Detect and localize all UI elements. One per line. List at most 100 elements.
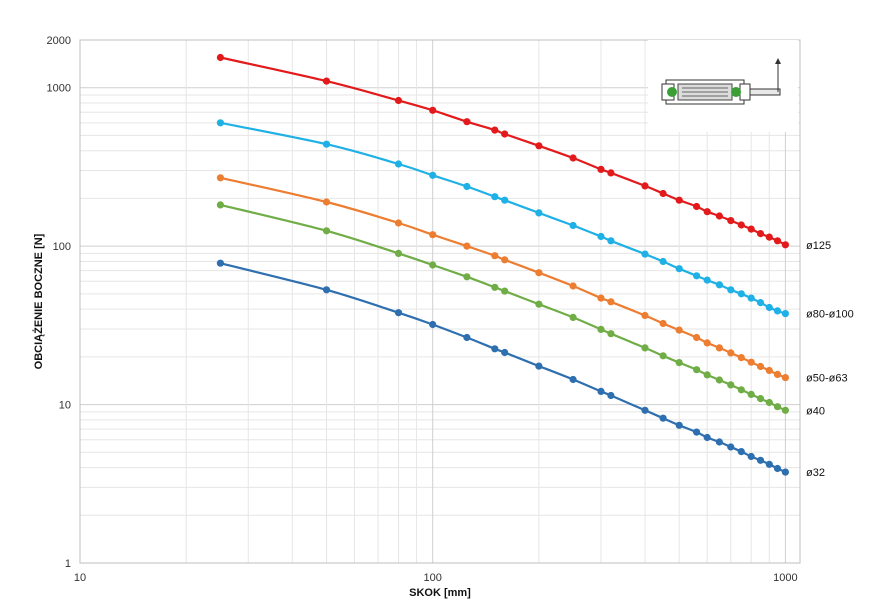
series-4 <box>216 259 790 476</box>
data-point <box>463 118 471 126</box>
data-point <box>501 348 509 357</box>
data-point <box>491 283 499 291</box>
data-point <box>781 468 790 476</box>
data-point <box>727 217 735 225</box>
data-point <box>597 232 605 241</box>
data-point <box>216 53 224 62</box>
data-point <box>322 140 331 148</box>
data-point <box>216 174 224 182</box>
y-tick-label: 10 <box>59 400 71 412</box>
data-point <box>569 375 577 384</box>
label-layer: ø125 ø80-ø100 ø50-ø63 ø40 ø32 <box>806 240 854 479</box>
x-tick-label: 100 <box>424 572 442 584</box>
data-point <box>394 249 403 257</box>
data-point <box>535 209 543 217</box>
data-point <box>703 371 711 379</box>
data-point <box>675 196 683 204</box>
data-point <box>737 221 745 229</box>
data-point <box>491 126 499 134</box>
data-point <box>429 320 437 329</box>
y-tick-label: 2000 <box>47 35 71 47</box>
data-point <box>569 282 577 290</box>
x-tick-label: 1000 <box>773 572 797 584</box>
data-point <box>727 286 735 294</box>
series-1 <box>216 119 790 318</box>
data-point <box>535 300 543 308</box>
data-point <box>322 227 331 235</box>
data-point <box>737 386 745 394</box>
data-point <box>737 354 745 362</box>
data-point <box>322 286 331 294</box>
data-point <box>491 193 499 201</box>
data-point <box>659 257 667 266</box>
series-label: ø50-ø63 <box>806 373 848 385</box>
data-point <box>501 196 509 204</box>
data-point <box>747 358 755 366</box>
data-point <box>703 433 711 442</box>
data-point <box>535 142 543 150</box>
data-point <box>747 390 755 398</box>
data-point <box>322 198 331 206</box>
data-point <box>491 345 499 353</box>
data-point <box>756 230 765 238</box>
data-point <box>535 269 543 277</box>
data-point <box>675 265 683 273</box>
data-point <box>394 219 403 227</box>
series-2 <box>216 174 790 382</box>
data-point <box>535 362 543 370</box>
data-point <box>747 452 755 461</box>
data-point <box>773 464 782 473</box>
data-point <box>659 319 667 328</box>
data-point <box>429 231 437 239</box>
data-point <box>394 96 403 105</box>
data-point <box>429 261 437 269</box>
series-label: ø80-ø100 <box>806 309 854 321</box>
data-point <box>781 310 790 318</box>
x-tick-label: 10 <box>74 572 86 584</box>
x-axis-title: SKOK [mm] <box>409 587 471 599</box>
data-point <box>491 252 499 260</box>
y-tick-label: 1 <box>65 558 71 570</box>
data-point <box>765 460 773 468</box>
data-point <box>715 438 724 446</box>
data-point <box>747 225 755 233</box>
data-point <box>715 344 724 352</box>
data-point <box>607 237 615 245</box>
data-point <box>463 182 471 191</box>
data-point <box>216 119 224 127</box>
data-point <box>747 294 755 302</box>
data-point <box>756 456 765 464</box>
data-point <box>703 208 711 216</box>
data-point <box>703 276 711 284</box>
data-point <box>463 333 471 342</box>
data-point <box>773 403 782 411</box>
data-point <box>715 212 724 220</box>
series-label: ø125 <box>806 240 831 252</box>
data-point <box>597 165 605 173</box>
series-line <box>220 203 786 412</box>
data-point <box>727 443 735 451</box>
data-point <box>715 281 724 289</box>
y-tick-label: 100 <box>53 241 71 253</box>
data-point <box>781 241 790 249</box>
data-point <box>659 414 667 422</box>
cylinder-diagram-icon <box>648 40 798 132</box>
data-point <box>765 366 773 375</box>
data-point <box>607 169 615 177</box>
data-point <box>463 273 471 281</box>
data-point <box>501 287 509 295</box>
data-point <box>216 259 224 267</box>
data-point <box>597 325 605 333</box>
data-point <box>765 303 773 312</box>
data-point <box>756 395 765 403</box>
data-point <box>607 391 615 400</box>
data-point <box>693 202 701 211</box>
data-point <box>756 362 765 371</box>
data-point <box>756 299 765 307</box>
data-point <box>781 374 790 382</box>
data-point <box>569 154 577 162</box>
data-point <box>675 326 683 334</box>
